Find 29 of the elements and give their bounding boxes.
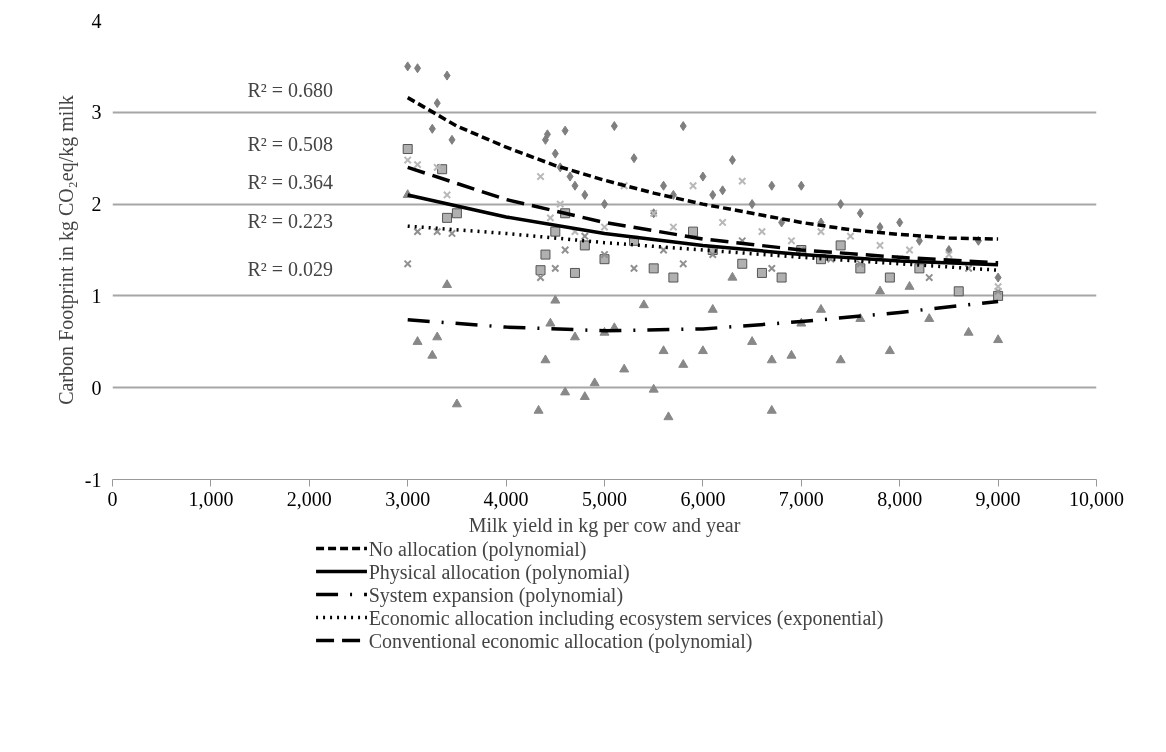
annotation: R² = 0.223 xyxy=(247,209,334,232)
legend-label: No allocation (polynomial) xyxy=(368,537,587,561)
x-tick-label: 10,000 xyxy=(1069,487,1124,510)
x-tick-label: 6,000 xyxy=(680,487,726,510)
x-tick-label: 7,000 xyxy=(778,487,824,510)
y-axis-title: Carbon Footprint in kg CO₂eq/kg milk xyxy=(54,95,78,405)
x-tick-label: 4,000 xyxy=(483,487,529,510)
x-axis-title: Milk yield in kg per cow and year xyxy=(468,513,741,537)
legend-label: Physical allocation (polynomial) xyxy=(368,560,630,584)
x-tick-label: 5,000 xyxy=(582,487,627,510)
legend-label: Conventional economic allocation (polynomial) xyxy=(368,629,753,653)
y-tick-label: 4 xyxy=(91,9,102,32)
annotation: R² = 0.680 xyxy=(247,78,334,101)
y-tick-label: -1 xyxy=(84,468,102,491)
y-tick-label: 1 xyxy=(91,284,102,307)
x-tick-label: 3,000 xyxy=(385,487,431,510)
y-tick-label: 3 xyxy=(91,101,102,124)
annotation: R² = 0.508 xyxy=(247,132,334,155)
x-tick-label: 9,000 xyxy=(975,487,1021,510)
x-tick-label: 2,000 xyxy=(286,487,332,510)
y-tick-label: 0 xyxy=(91,376,102,399)
x-tick-label: 8,000 xyxy=(877,487,923,510)
x-tick-label: 0 xyxy=(107,487,118,510)
annotation: R² = 0.029 xyxy=(247,257,334,280)
y-tick-label: 2 xyxy=(91,193,102,216)
legend-label: System expansion (polynomial) xyxy=(368,583,624,607)
legend-label: Economic allocation including ecosystem services (exponential) xyxy=(368,606,884,630)
x-tick-label: 1,000 xyxy=(188,487,234,510)
annotation: R² = 0.364 xyxy=(247,170,334,193)
